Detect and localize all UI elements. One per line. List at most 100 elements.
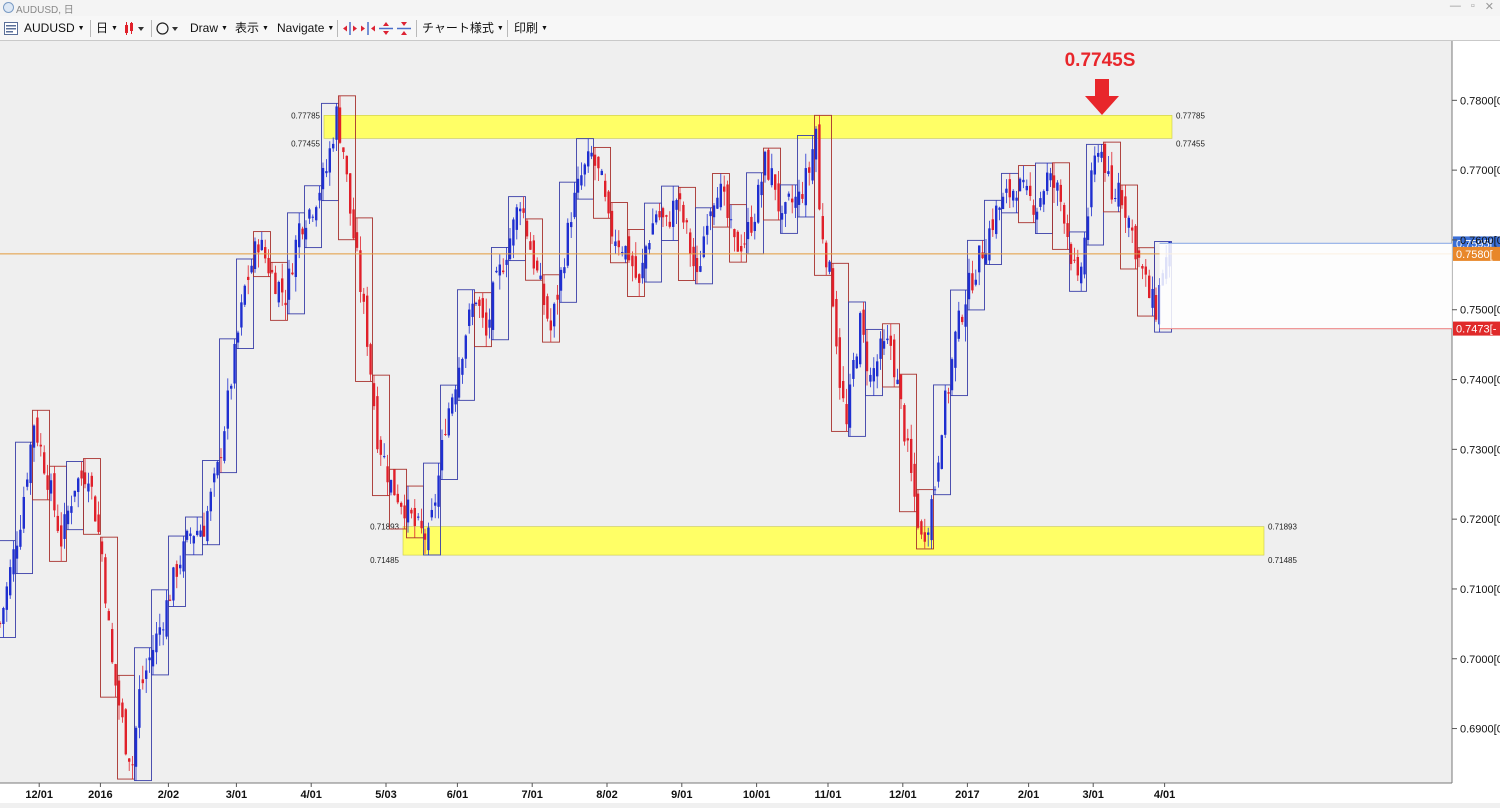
candle-body xyxy=(542,283,546,306)
candle-body xyxy=(338,107,342,143)
candle-body xyxy=(406,499,410,523)
candle-body xyxy=(746,222,750,240)
candle-body xyxy=(1144,266,1147,275)
x-tick-label: 12/01 xyxy=(25,789,53,801)
candle-body xyxy=(512,219,515,246)
circle-tool-icon[interactable] xyxy=(156,22,180,38)
candle-body xyxy=(60,525,63,547)
candle-body xyxy=(566,222,569,266)
candle-body xyxy=(1131,227,1134,231)
candle-body xyxy=(791,198,794,203)
x-tick-label: 10/01 xyxy=(743,789,771,801)
chart-style-menu[interactable]: チャート様式 ▼ xyxy=(422,20,504,37)
restore-icon[interactable]: ▫ xyxy=(1470,0,1475,12)
candle-body xyxy=(842,380,845,399)
candle-body xyxy=(481,298,484,318)
candle-body xyxy=(774,174,777,190)
chart-menu-icon[interactable] xyxy=(4,22,18,38)
candle-body xyxy=(519,208,522,212)
candle-body xyxy=(117,680,121,706)
price-tag-label: 0.7473[- xyxy=(1456,324,1497,336)
candle-body xyxy=(634,256,637,278)
candle-body xyxy=(461,358,464,375)
candle-body xyxy=(485,312,488,336)
draw-menu[interactable]: Draw ▼ xyxy=(190,20,228,37)
candle-body xyxy=(107,611,110,621)
toolbar-divider xyxy=(416,20,417,37)
candle-body xyxy=(230,385,233,389)
weekly-range-box xyxy=(950,289,968,397)
view-menu[interactable]: 表示 ▼ xyxy=(235,20,269,37)
candle-body xyxy=(270,269,274,273)
candle-body xyxy=(801,194,804,199)
candle-body xyxy=(1086,216,1090,240)
chart-canvas[interactable]: 0.77785 0.77455 0.77785 0.77455 0.71893 0.714… xyxy=(0,41,1500,803)
candle-body xyxy=(134,727,138,767)
symbol-selector[interactable]: AUDUSD ▼ xyxy=(24,20,85,37)
timeframe-selector[interactable]: 日 ▼ xyxy=(96,20,118,37)
window-title: AUDUSD, 日 xyxy=(16,5,74,16)
candle-body xyxy=(685,220,688,223)
candle-body xyxy=(641,262,644,279)
candle-body xyxy=(648,243,651,250)
weekly-boxes-layer xyxy=(0,95,1172,782)
candle-body xyxy=(719,183,722,208)
candle-body xyxy=(740,246,743,252)
candle-body xyxy=(1059,184,1062,202)
candle-body xyxy=(1073,259,1076,261)
candle-body xyxy=(587,151,590,167)
draw-label: Draw xyxy=(190,21,219,35)
zone-bottom-label-left: 0.71485 xyxy=(370,556,399,565)
weekly-range-box xyxy=(304,185,322,249)
candle-body xyxy=(1148,275,1151,299)
print-menu[interactable]: 印刷 ▼ xyxy=(514,20,548,37)
resistance-support-zone xyxy=(402,526,1265,556)
candle-body xyxy=(651,223,654,235)
zoom-out-vertical-icon[interactable] xyxy=(397,22,411,38)
zoom-in-horizontal-icon[interactable] xyxy=(343,22,357,38)
plot-area xyxy=(0,41,1452,783)
candle-body xyxy=(1114,197,1117,199)
chevron-down-icon: ▼ xyxy=(541,25,548,32)
zoom-out-horizontal-icon[interactable] xyxy=(361,22,375,38)
close-icon[interactable]: ✕ xyxy=(1484,1,1494,13)
minimize-icon[interactable]: — xyxy=(1449,0,1461,12)
candle-body xyxy=(933,489,937,491)
candle-body xyxy=(488,319,491,328)
zone-bottom-label-right: 0.71485 xyxy=(1268,556,1297,565)
candle-body xyxy=(563,267,566,274)
zone-top-label-left: 0.77785 xyxy=(291,111,320,120)
candle-body xyxy=(315,207,318,221)
candle-body xyxy=(549,320,552,331)
candle-body xyxy=(726,184,729,218)
candle-body xyxy=(906,438,909,441)
zoom-in-vertical-icon[interactable] xyxy=(379,22,393,38)
price-chart[interactable]: 0.77785 0.77455 0.77785 0.77455 0.71893 0.714… xyxy=(0,41,1500,803)
chevron-down-icon: ▼ xyxy=(111,25,118,32)
candle-body xyxy=(859,313,862,365)
candle-body xyxy=(451,397,454,414)
x-tick-label: 2/02 xyxy=(158,789,179,801)
candle-body xyxy=(692,246,695,267)
weekly-range-box xyxy=(355,217,373,382)
candle-body xyxy=(1018,178,1022,192)
y-tick-label: 0.6900[0 xyxy=(1460,724,1500,736)
candle-body xyxy=(607,191,610,214)
candle-body xyxy=(362,293,365,302)
candle-body xyxy=(389,479,393,493)
candle-body xyxy=(1008,179,1011,198)
candle-body xyxy=(944,390,947,435)
candle-body xyxy=(434,502,437,506)
annotation-layer: 0.7745S xyxy=(1065,50,1135,115)
candle-body xyxy=(77,478,80,492)
candle-body xyxy=(192,536,195,544)
candle-body xyxy=(947,392,950,394)
chevron-down-icon: ▼ xyxy=(496,25,504,32)
candle-body xyxy=(1117,182,1120,207)
y-tick-label: 0.7500[0 xyxy=(1460,305,1500,317)
navigate-menu[interactable]: Navigate ▼ xyxy=(277,20,334,37)
candle-style-icon[interactable] xyxy=(124,22,146,38)
candle-body xyxy=(209,491,212,512)
candle-body xyxy=(247,276,250,280)
candle-body xyxy=(1015,197,1018,201)
